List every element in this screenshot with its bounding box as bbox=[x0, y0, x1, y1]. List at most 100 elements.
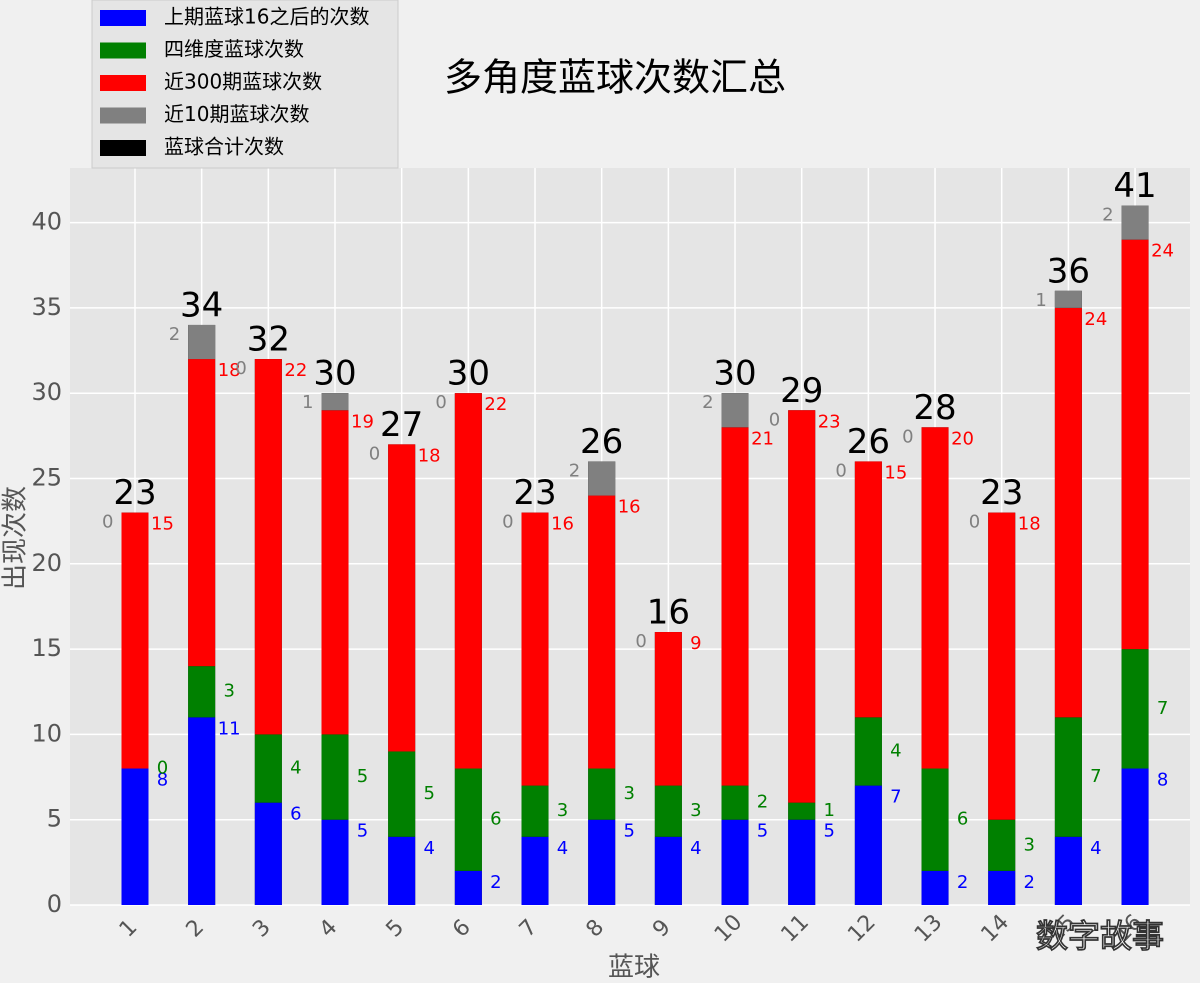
bar-segment bbox=[121, 512, 149, 769]
value-label: 0 bbox=[502, 512, 513, 533]
value-label: 4 bbox=[890, 740, 901, 761]
value-label: 5 bbox=[757, 821, 768, 842]
bar-segment bbox=[788, 802, 816, 820]
value-label: 0 bbox=[635, 631, 646, 652]
value-label: 2 bbox=[490, 872, 501, 893]
bar-segment bbox=[321, 410, 349, 735]
bar-segment bbox=[1054, 290, 1082, 308]
value-label: 5 bbox=[357, 766, 368, 787]
value-label: 3 bbox=[1023, 834, 1034, 855]
bar-segment bbox=[188, 324, 216, 360]
bar-segment bbox=[854, 461, 882, 718]
total-label: 28 bbox=[913, 388, 956, 428]
bar-segment bbox=[188, 359, 216, 667]
bar-segment bbox=[721, 785, 749, 820]
y-tick-label: 15 bbox=[31, 634, 62, 662]
bar-segment bbox=[654, 836, 682, 905]
value-label: 2 bbox=[569, 460, 580, 481]
value-label: 1 bbox=[1035, 290, 1046, 311]
legend-swatch bbox=[100, 140, 146, 156]
bar-segment bbox=[654, 632, 682, 786]
value-label: 2 bbox=[757, 792, 768, 813]
total-label: 34 bbox=[180, 285, 223, 325]
total-label: 23 bbox=[980, 473, 1023, 513]
value-label: 1 bbox=[823, 800, 834, 821]
value-label: 2 bbox=[1102, 205, 1113, 226]
total-label: 26 bbox=[580, 422, 623, 462]
value-label: 2 bbox=[957, 872, 968, 893]
value-label: 18 bbox=[218, 360, 241, 381]
value-label: 18 bbox=[418, 445, 441, 466]
x-axis-label: 蓝球 bbox=[608, 953, 660, 983]
total-label: 36 bbox=[1047, 251, 1090, 291]
bar-segment bbox=[188, 666, 216, 718]
bar-segment bbox=[588, 461, 616, 496]
bar-segment bbox=[1121, 649, 1149, 769]
value-label: 4 bbox=[423, 838, 434, 859]
value-label: 5 bbox=[823, 821, 834, 842]
bar-segment bbox=[654, 785, 682, 837]
value-label: 6 bbox=[957, 809, 968, 830]
total-label: 16 bbox=[647, 593, 690, 633]
bar-segment bbox=[254, 734, 282, 803]
bar-segment bbox=[254, 802, 282, 905]
total-label: 30 bbox=[447, 354, 490, 394]
value-label: 22 bbox=[484, 394, 507, 415]
value-label: 22 bbox=[284, 360, 307, 381]
total-label: 29 bbox=[780, 371, 823, 411]
y-tick-label: 10 bbox=[31, 719, 62, 747]
bar-segment bbox=[788, 410, 816, 803]
bar-segment bbox=[721, 393, 749, 428]
value-label: 15 bbox=[884, 462, 907, 483]
value-label: 1 bbox=[302, 392, 313, 413]
value-label: 4 bbox=[1090, 838, 1101, 859]
value-label: 2 bbox=[169, 324, 180, 345]
bar-segment bbox=[921, 427, 949, 769]
value-label: 9 bbox=[690, 633, 701, 654]
value-label: 0 bbox=[157, 758, 168, 779]
value-label: 20 bbox=[951, 428, 974, 449]
y-tick-label: 20 bbox=[31, 549, 62, 577]
value-label: 8 bbox=[1157, 770, 1168, 791]
value-label: 0 bbox=[902, 426, 913, 447]
value-label: 3 bbox=[623, 783, 634, 804]
value-label: 3 bbox=[223, 681, 234, 702]
total-label: 32 bbox=[247, 320, 290, 360]
y-axis-label: 出现次数 bbox=[1, 486, 31, 590]
y-tick-label: 5 bbox=[47, 805, 62, 833]
total-label: 41 bbox=[1113, 166, 1156, 206]
value-label: 3 bbox=[690, 800, 701, 821]
value-label: 4 bbox=[290, 758, 301, 779]
bar-segment bbox=[254, 359, 282, 735]
value-label: 0 bbox=[769, 409, 780, 430]
bar-segment bbox=[721, 819, 749, 905]
value-label: 0 bbox=[835, 460, 846, 481]
total-label: 30 bbox=[713, 354, 756, 394]
value-label: 21 bbox=[751, 428, 774, 449]
chart-title: 多角度蓝球次数汇总 bbox=[444, 56, 786, 100]
y-tick-label: 25 bbox=[31, 463, 62, 491]
legend-swatch bbox=[100, 75, 146, 91]
value-label: 7 bbox=[890, 787, 901, 808]
legend-label: 蓝球合计次数 bbox=[164, 135, 284, 159]
value-label: 16 bbox=[551, 514, 574, 535]
bar-segment bbox=[388, 751, 416, 837]
value-label: 24 bbox=[1151, 241, 1174, 262]
value-label: 4 bbox=[557, 838, 568, 859]
value-label: 18 bbox=[1018, 514, 1041, 535]
value-label: 16 bbox=[618, 497, 641, 518]
value-label: 7 bbox=[1090, 766, 1101, 787]
bar-segment bbox=[1054, 836, 1082, 905]
legend-label: 上期蓝球16之后的次数 bbox=[164, 5, 369, 29]
value-label: 6 bbox=[490, 809, 501, 830]
bar-segment bbox=[454, 393, 482, 769]
value-label: 15 bbox=[151, 514, 174, 535]
bar-segment bbox=[521, 836, 549, 905]
value-label: 5 bbox=[623, 821, 634, 842]
value-label: 2 bbox=[702, 392, 713, 413]
value-label: 6 bbox=[290, 804, 301, 825]
total-label: 23 bbox=[113, 473, 156, 513]
bar-segment bbox=[921, 768, 949, 871]
bar-segment bbox=[188, 717, 216, 905]
